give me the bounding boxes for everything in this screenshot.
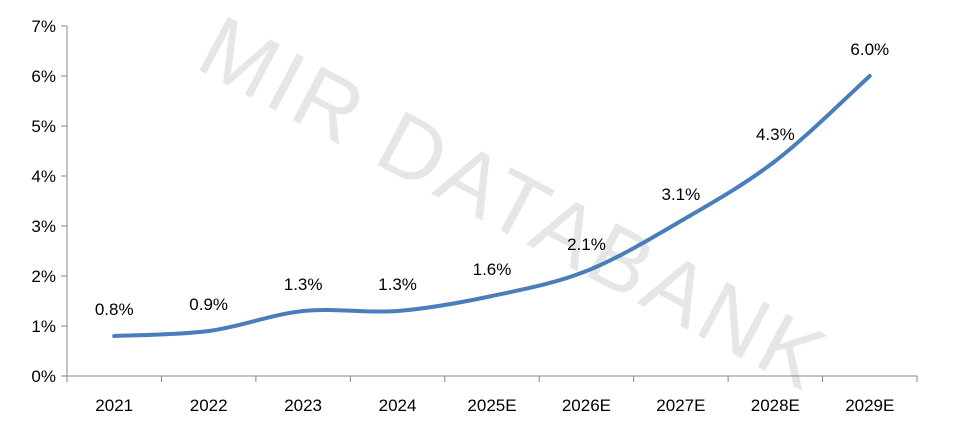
x-tick-label: 2021 <box>95 396 133 415</box>
series-line <box>112 74 872 338</box>
data-label: 0.9% <box>189 295 228 314</box>
x-tick-label: 2028E <box>751 396 800 415</box>
y-tick-label: 2% <box>31 267 56 286</box>
y-tick-label: 0% <box>31 367 56 386</box>
y-tick-label: 3% <box>31 217 56 236</box>
series-layer <box>112 74 872 338</box>
y-tick-label: 4% <box>31 167 56 186</box>
data-label: 0.8% <box>95 300 134 319</box>
x-tick-label: 2025E <box>467 396 516 415</box>
data-label: 1.3% <box>284 275 323 294</box>
y-tick-label: 7% <box>31 17 56 36</box>
data-label: 3.1% <box>662 185 701 204</box>
y-tick-label: 1% <box>31 317 56 336</box>
x-tick-label: 2022 <box>190 396 228 415</box>
y-tick-label: 6% <box>31 67 56 86</box>
x-tick-label: 2023 <box>284 396 322 415</box>
x-tick-label: 2029E <box>845 396 894 415</box>
watermark-text: MIR DATABANK <box>184 0 844 410</box>
data-label: 1.6% <box>473 260 512 279</box>
chart-axes: 0% 1% 2% 3% 4% 5% 6% 7% 2021 2022 2023 2024 2025E 202… <box>31 17 918 415</box>
data-label: 1.3% <box>378 275 417 294</box>
data-label: 2.1% <box>567 235 606 254</box>
x-tick-label: 2026E <box>562 396 611 415</box>
data-labels-layer: 0.8% 0.9% 1.3% 1.3% 1.6% 2.1% 3.1% 4.3% 6.0% <box>95 40 889 319</box>
data-label: 4.3% <box>756 125 795 144</box>
data-label: 6.0% <box>850 40 889 59</box>
x-tick-label: 2024 <box>379 396 417 415</box>
x-tick-label: 2027E <box>656 396 705 415</box>
y-tick-label: 5% <box>31 117 56 136</box>
